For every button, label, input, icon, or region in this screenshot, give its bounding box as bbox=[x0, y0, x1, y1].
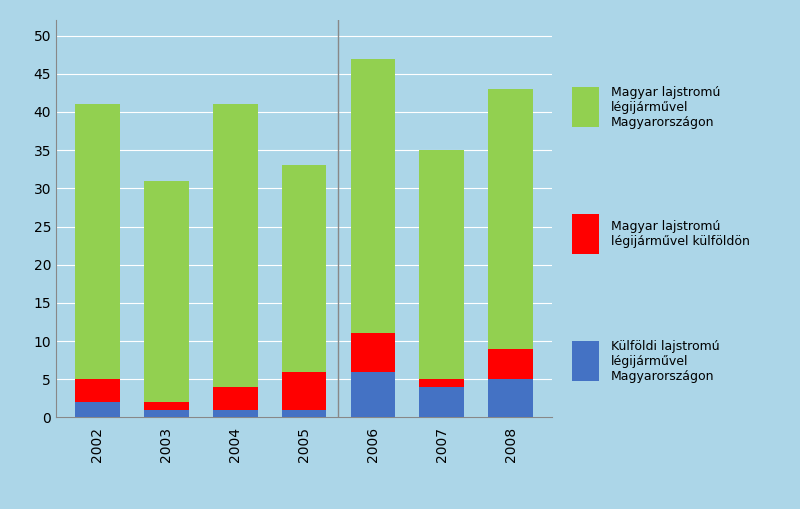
Text: Magyar lajstromú
légijárművel külföldön: Magyar lajstromú légijárművel külföldön bbox=[611, 220, 750, 248]
Bar bbox=[75, 402, 120, 417]
FancyBboxPatch shape bbox=[571, 342, 599, 381]
FancyBboxPatch shape bbox=[571, 214, 599, 254]
Bar bbox=[488, 379, 533, 417]
Text: Magyar lajstromú
légijárművel
Magyarországon: Magyar lajstromú légijárművel Magyarorsz… bbox=[611, 86, 721, 129]
Bar bbox=[282, 165, 326, 372]
Bar bbox=[488, 89, 533, 349]
Bar bbox=[350, 333, 395, 372]
Bar bbox=[350, 59, 395, 333]
Bar bbox=[419, 387, 464, 417]
Bar bbox=[75, 379, 120, 402]
Bar bbox=[419, 379, 464, 387]
Bar bbox=[282, 410, 326, 417]
Bar bbox=[213, 104, 258, 387]
Bar bbox=[419, 150, 464, 379]
Bar bbox=[75, 104, 120, 379]
Bar bbox=[144, 402, 189, 410]
Text: Külföldi lajstromú
légijárművel
Magyarországon: Külföldi lajstromú légijárművel Magyaror… bbox=[611, 340, 720, 383]
Bar bbox=[213, 410, 258, 417]
FancyBboxPatch shape bbox=[571, 87, 599, 127]
Bar bbox=[488, 349, 533, 379]
Bar bbox=[144, 410, 189, 417]
Bar bbox=[144, 181, 189, 402]
Bar bbox=[282, 372, 326, 410]
Bar bbox=[213, 387, 258, 410]
Bar bbox=[350, 372, 395, 417]
